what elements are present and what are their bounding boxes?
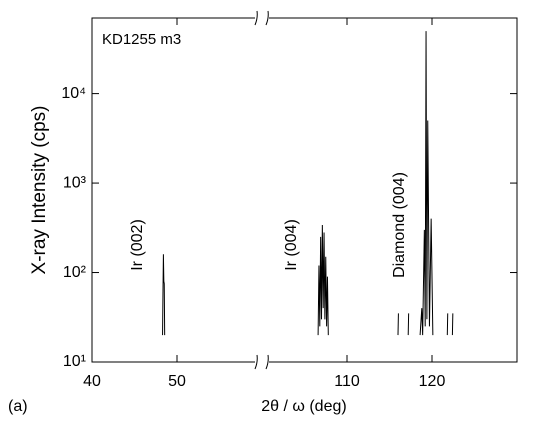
y-tick-label: 10² (63, 264, 87, 281)
x-tick-label: 120 (419, 373, 446, 390)
panel-label: (a) (8, 398, 28, 415)
peak-label: Ir (002) (129, 219, 146, 271)
y-tick-label: 10³ (63, 174, 87, 191)
y-tick-label: 10¹ (63, 353, 86, 370)
x-axis-label: 2θ / ω (deg) (261, 398, 346, 415)
data-line (162, 31, 454, 336)
y-axis-label: X-ray Intensity (cps) (29, 106, 50, 275)
peak-label: Diamond (004) (391, 172, 408, 278)
y-tick-label: 10⁴ (61, 85, 86, 102)
peak-label: Ir (004) (283, 219, 300, 271)
annotation: KD1255 m3 (102, 31, 181, 48)
x-tick-label: 110 (334, 373, 360, 390)
x-tick-label: 50 (168, 373, 186, 390)
axis-break (254, 10, 269, 370)
x-tick-label: 40 (83, 373, 101, 390)
plot-frame (91, 17, 518, 363)
